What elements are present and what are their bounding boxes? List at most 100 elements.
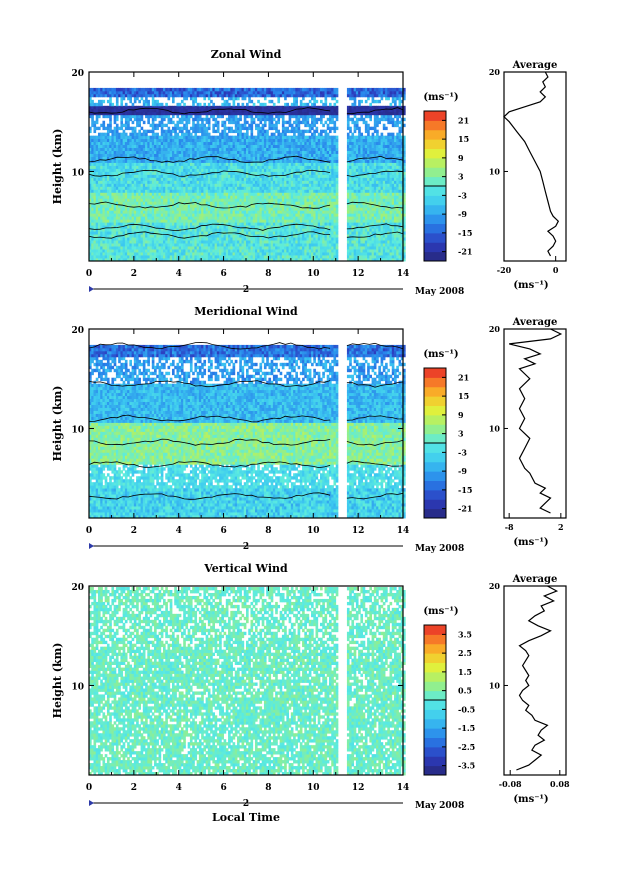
heatmap-cell — [250, 198, 254, 202]
heatmap-cell — [243, 204, 247, 208]
heatmap-cell — [154, 192, 157, 196]
heatmap-cell — [194, 225, 198, 229]
heatmap-cell — [232, 246, 236, 250]
heatmap-cell — [109, 252, 112, 256]
heatmap-cell — [275, 186, 278, 190]
heatmap-cell — [192, 168, 195, 172]
heatmap-cell — [382, 249, 386, 253]
heatmap-cell — [212, 165, 215, 169]
heatmap-cell — [216, 180, 220, 184]
heatmap-cell — [246, 189, 249, 193]
heatmap-cell — [288, 210, 292, 214]
heatmap-cell — [268, 219, 272, 223]
heatmap-cell — [106, 192, 110, 196]
heatmap-cell — [284, 255, 287, 259]
heatmap-cell — [268, 183, 272, 187]
heatmap-cell — [311, 183, 314, 187]
heatmap-cell — [100, 180, 103, 184]
heatmap-cell — [192, 183, 195, 187]
heatmap-cell — [380, 153, 384, 157]
heatmap-cell — [324, 258, 328, 262]
heatmap-cell — [232, 207, 236, 211]
heatmap-cell — [185, 237, 189, 241]
heatmap-cell — [250, 222, 254, 226]
heatmap-cell — [151, 189, 155, 193]
heatmap-cell — [216, 252, 220, 256]
heatmap-cell — [156, 168, 159, 172]
heatmap-cell — [243, 183, 247, 187]
heatmap-cell — [138, 150, 141, 154]
heatmap-cell — [122, 180, 126, 184]
heatmap-cell — [313, 258, 316, 262]
heatmap-cell — [315, 216, 319, 220]
heatmap-cell — [346, 231, 350, 235]
heatmap-cell — [394, 180, 397, 184]
heatmap-cell — [223, 219, 227, 223]
heatmap-cell — [385, 180, 388, 184]
heatmap-cell — [313, 159, 316, 163]
heatmap-cell — [151, 225, 155, 229]
heatmap-cell — [335, 156, 339, 160]
heatmap-cell — [263, 165, 267, 169]
heatmap-cell — [324, 213, 328, 217]
heatmap-cell — [221, 243, 224, 247]
heatmap-cell — [295, 177, 298, 181]
heatmap-cell — [326, 186, 330, 190]
heatmap-cell — [230, 237, 233, 241]
heatmap-cell — [225, 168, 229, 172]
heatmap-cell — [131, 168, 135, 172]
heatmap-cell — [302, 174, 305, 178]
heatmap-cell — [133, 201, 137, 205]
heatmap-cell — [394, 237, 397, 241]
heatmap-cell — [266, 252, 269, 256]
heatmap-cell — [389, 249, 393, 253]
heatmap-cell — [279, 243, 283, 247]
heatmap-cell — [306, 186, 310, 190]
heatmap-cell — [297, 207, 301, 211]
heatmap-cell — [185, 168, 189, 172]
heatmap-cell — [214, 198, 218, 202]
heatmap-cell — [205, 153, 209, 157]
heatmap-cell — [376, 156, 379, 160]
heatmap-cell — [346, 225, 350, 229]
heatmap-cell — [183, 216, 186, 220]
heatmap-cell — [272, 198, 276, 202]
heatmap-cell — [124, 168, 128, 172]
heatmap-cell — [355, 186, 359, 190]
heatmap-cell — [149, 198, 153, 202]
heatmap-cell — [234, 249, 238, 253]
heatmap-cell — [160, 159, 164, 163]
heatmap-cell — [187, 198, 191, 202]
heatmap-cell — [234, 210, 238, 214]
heatmap-cell — [109, 198, 112, 202]
heatmap-cell — [145, 231, 148, 235]
heatmap-cell — [212, 234, 215, 238]
heatmap-cell — [142, 249, 146, 253]
heatmap-cell — [102, 189, 106, 193]
heatmap-cell — [243, 156, 247, 160]
heatmap-cell — [109, 207, 112, 211]
heatmap-cell — [198, 222, 202, 226]
heatmap-cell — [239, 186, 242, 190]
heatmap-cell — [400, 228, 404, 232]
heatmap-cell — [333, 240, 337, 244]
heatmap-cell — [311, 201, 314, 205]
heatmap-cell — [266, 207, 269, 211]
heatmap-cell — [178, 219, 182, 223]
heatmap-cell — [225, 255, 229, 259]
heatmap-cell — [403, 249, 406, 253]
heatmap-cell — [203, 219, 207, 223]
heatmap-cell — [378, 177, 381, 181]
heatmap-cell — [275, 171, 278, 175]
heatmap-cell — [167, 201, 171, 205]
heatmap-cell — [373, 234, 377, 238]
heatmap-cell — [163, 246, 166, 250]
heatmap-cell — [288, 240, 292, 244]
heatmap-cell — [167, 192, 171, 196]
heatmap-cell — [93, 243, 97, 247]
heatmap-cell — [263, 183, 267, 187]
heatmap-cell — [371, 195, 375, 199]
heatmap-cell — [203, 162, 207, 166]
heatmap-cell — [205, 237, 209, 241]
heatmap-cell — [369, 183, 372, 187]
